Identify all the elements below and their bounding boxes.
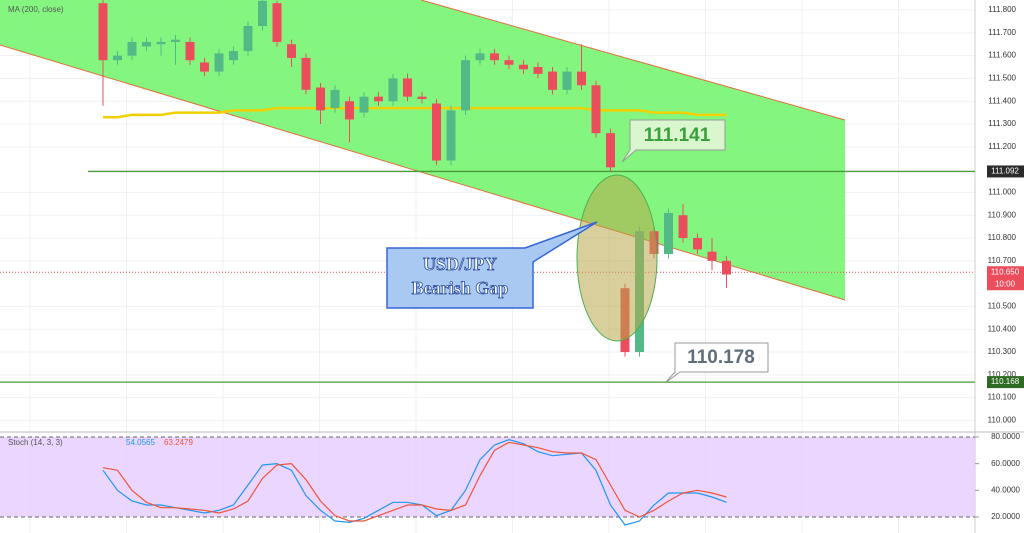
candle-body bbox=[446, 110, 456, 161]
level-tag bbox=[987, 165, 1024, 178]
high-box bbox=[621, 119, 726, 163]
candle-body bbox=[200, 62, 209, 72]
candle-body bbox=[171, 39, 180, 42]
candle-body bbox=[519, 64, 528, 70]
candle-body bbox=[678, 215, 688, 239]
low-label: 110.178 bbox=[687, 347, 755, 368]
y-tick-label: 111.500 bbox=[988, 74, 1016, 83]
y-tick-label: 110.100 bbox=[988, 393, 1017, 402]
candle-body bbox=[156, 41, 166, 45]
candle-body bbox=[707, 251, 717, 261]
candle-body bbox=[562, 71, 572, 90]
candle-body bbox=[548, 71, 557, 90]
candle-body bbox=[722, 260, 731, 275]
candle-body bbox=[417, 96, 427, 99]
candle-body bbox=[301, 57, 311, 90]
callout-text: Bearish Gap bbox=[412, 278, 509, 298]
y-tick-label: 20.0000 bbox=[991, 512, 1020, 521]
y-tick-label: 111.800 bbox=[988, 5, 1016, 14]
overbought-band bbox=[0, 437, 975, 517]
indicator-legend: MA (200, close) bbox=[8, 5, 64, 14]
candle-body bbox=[533, 67, 543, 74]
candle-body bbox=[693, 238, 702, 250]
candle-body bbox=[577, 71, 586, 86]
y-tick-label: 60.0000 bbox=[991, 459, 1020, 468]
candle-body bbox=[185, 41, 195, 61]
candle-body bbox=[591, 85, 601, 134]
candle-body bbox=[461, 60, 470, 111]
level-tag bbox=[987, 376, 1024, 389]
candle-body bbox=[606, 133, 615, 168]
moving-average bbox=[103, 106, 727, 119]
candle-body bbox=[374, 96, 383, 102]
y-tick-label: 110.000 bbox=[988, 416, 1017, 425]
candle-body bbox=[330, 89, 340, 109]
low-box bbox=[664, 342, 769, 384]
channel-edge bbox=[0, 44, 846, 301]
y-tick-label: 110.700 bbox=[988, 256, 1017, 265]
legend-value: 54.0565 bbox=[126, 438, 155, 447]
candle-body bbox=[664, 212, 673, 254]
candle-body bbox=[243, 25, 253, 52]
high-label: 111.141 bbox=[644, 125, 711, 146]
channel-edge bbox=[420, 0, 846, 121]
y-tick-label: 110.300 bbox=[988, 347, 1017, 356]
candle-body bbox=[475, 53, 485, 61]
legend-value: 63.2479 bbox=[164, 438, 193, 447]
callout-text: USD/JPY bbox=[423, 254, 497, 274]
indicator-legend: Stoch (14, 3, 3) bbox=[8, 438, 63, 447]
candle-body bbox=[214, 53, 224, 72]
y-tick-label: 111.700 bbox=[988, 28, 1016, 37]
y-tick-label: 110.900 bbox=[988, 210, 1017, 219]
gap-highlight bbox=[576, 174, 658, 342]
candle-body bbox=[98, 3, 108, 61]
candle-body bbox=[229, 51, 238, 61]
y-tick-label: 40.0000 bbox=[991, 485, 1020, 494]
y-tick-label: 110.400 bbox=[988, 324, 1017, 333]
candle-body bbox=[127, 41, 137, 56]
countdown: 10:00 bbox=[995, 279, 1016, 288]
candle-body bbox=[490, 53, 499, 61]
candle-body bbox=[258, 0, 267, 26]
stoch-line bbox=[102, 439, 727, 526]
price-label: 110.650 bbox=[991, 267, 1020, 276]
y-tick-label: 111.300 bbox=[988, 119, 1016, 128]
candle-body bbox=[113, 55, 122, 61]
candle-body bbox=[345, 101, 354, 120]
y-tick-label: 110.800 bbox=[988, 233, 1017, 242]
y-tick-label: 111.000 bbox=[988, 188, 1016, 197]
y-tick-label: 111.200 bbox=[988, 142, 1016, 151]
y-tick-label: 110.200 bbox=[988, 370, 1017, 379]
level-label: 110.168 bbox=[991, 377, 1020, 386]
candle-body bbox=[388, 78, 398, 102]
y-tick-label: 110.500 bbox=[988, 302, 1017, 311]
candle-body bbox=[316, 87, 325, 111]
candle-body bbox=[432, 103, 441, 161]
price-tag bbox=[987, 266, 1024, 291]
candle-body bbox=[142, 41, 151, 47]
candle-body bbox=[403, 78, 412, 97]
y-tick-label: 111.600 bbox=[988, 51, 1016, 60]
y-tick-label: 80.0000 bbox=[991, 432, 1020, 441]
candle-body bbox=[287, 44, 296, 58]
y-tick-label: 111.400 bbox=[988, 96, 1016, 105]
callout-box bbox=[386, 221, 598, 309]
stoch-line bbox=[102, 441, 727, 522]
candle-body bbox=[504, 60, 514, 65]
candle-body bbox=[359, 96, 369, 113]
candle-body bbox=[272, 3, 282, 42]
level-label: 111.092 bbox=[991, 167, 1019, 176]
